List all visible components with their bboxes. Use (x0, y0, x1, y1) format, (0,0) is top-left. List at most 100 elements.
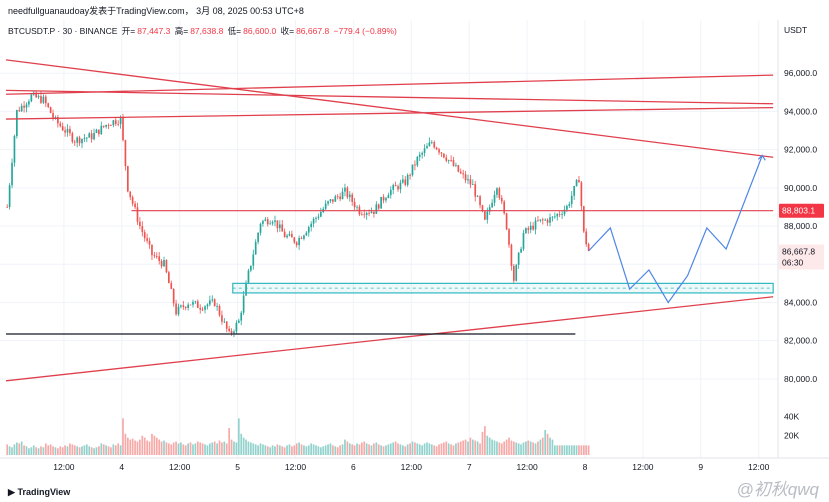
volume-bar (341, 444, 344, 455)
candle-body (259, 223, 262, 233)
candle-body (107, 124, 110, 126)
volume-bar (423, 443, 426, 455)
volume-bar (218, 440, 221, 455)
candle-body (529, 225, 532, 230)
volume-bar (8, 446, 11, 455)
volume-bar (443, 442, 445, 455)
candle-body (44, 96, 47, 104)
candle-body (134, 203, 136, 208)
volume-bar (160, 441, 163, 455)
candle-body (324, 203, 327, 209)
candle-body (503, 201, 506, 214)
volume-bar (167, 443, 170, 455)
volume-bar (64, 445, 66, 455)
volume-bar (189, 442, 192, 455)
price-candles (6, 90, 590, 338)
candle-body (16, 110, 18, 137)
candle-body (124, 140, 127, 167)
volume-bar (385, 445, 387, 455)
price-tick-label: 88,000.0 (784, 221, 817, 231)
volume-bar (317, 446, 320, 455)
volume-bar (131, 438, 134, 455)
candle-body (170, 283, 173, 289)
volume-bar (237, 418, 240, 455)
candle-body (262, 220, 264, 224)
volume-bar (59, 446, 62, 455)
candle-body (580, 182, 583, 207)
volume-bar (201, 443, 204, 455)
volume-bar (411, 441, 414, 455)
candle-body (464, 174, 467, 181)
candle-body (575, 179, 578, 187)
candle-body (440, 152, 443, 154)
candle-body (505, 213, 508, 230)
candle-body (553, 216, 556, 218)
volume-bar (88, 446, 91, 455)
volume-bar (351, 444, 354, 455)
volume-bar (269, 447, 272, 455)
drawing-tools (5, 59, 774, 382)
candle-body (496, 188, 498, 195)
volume-tick-label: 40K (784, 411, 799, 421)
volume-bar (327, 444, 329, 455)
candle-body (467, 179, 469, 181)
candle-body (546, 219, 549, 223)
candle-body (64, 130, 66, 133)
volume-bar (580, 445, 583, 455)
volume-bar (134, 440, 136, 455)
volume-bar (139, 439, 141, 455)
candle-body (512, 265, 515, 281)
candle-body (131, 197, 134, 204)
volume-bar (416, 443, 419, 455)
candle-body (37, 96, 40, 98)
candle-body (93, 132, 95, 140)
volume-bar (90, 447, 93, 455)
time-tick-label: 12:00 (169, 462, 191, 472)
price-tick-label: 90,000.0 (784, 183, 817, 193)
candle-body (303, 235, 305, 239)
candle-body (491, 202, 493, 208)
projection-arrow-head (757, 154, 766, 161)
volume-bar (250, 442, 252, 455)
volume-bar (332, 445, 334, 455)
volume-bar (196, 441, 199, 455)
volume-bar (479, 443, 481, 455)
volume-bar (52, 446, 54, 455)
volume-bar (520, 444, 522, 455)
volume-bar (211, 442, 214, 455)
volume-bar (493, 440, 496, 455)
candle-body (240, 312, 243, 321)
candle-body (40, 96, 42, 103)
time-tick-label: 12:00 (53, 462, 75, 472)
tradingview-logo[interactable]: ▶ TradingView (8, 487, 70, 498)
volume-bar (365, 443, 368, 455)
candle-body (85, 137, 88, 139)
candle-body (346, 187, 349, 198)
volume-bar (578, 445, 580, 455)
volume-bar (136, 441, 139, 455)
candle-body (428, 142, 431, 147)
candle-body (341, 191, 344, 200)
volume-bar (305, 446, 308, 455)
volume-bar (529, 441, 532, 455)
candle-body (370, 211, 373, 214)
volume-bar (81, 446, 83, 455)
volume-bar (539, 439, 542, 455)
candle-body (13, 136, 16, 163)
candle-body (334, 196, 337, 202)
time-tick-label: 8 (583, 462, 588, 472)
candle-body (18, 110, 21, 112)
volume-bar (585, 445, 588, 455)
symbol-label[interactable]: BTCUSDT.P · 30 · BINANCE (8, 26, 118, 36)
candle-body (88, 133, 91, 138)
last-price-badge (779, 244, 824, 270)
candle-body (348, 194, 351, 198)
tradingview-logo-icon: ▶ (8, 487, 15, 497)
candle-body (90, 133, 93, 140)
volume-bar (257, 445, 259, 455)
volume-bar (221, 442, 223, 455)
volume-bar (182, 444, 185, 455)
volume-bar (245, 439, 247, 455)
candle-body (307, 227, 310, 233)
